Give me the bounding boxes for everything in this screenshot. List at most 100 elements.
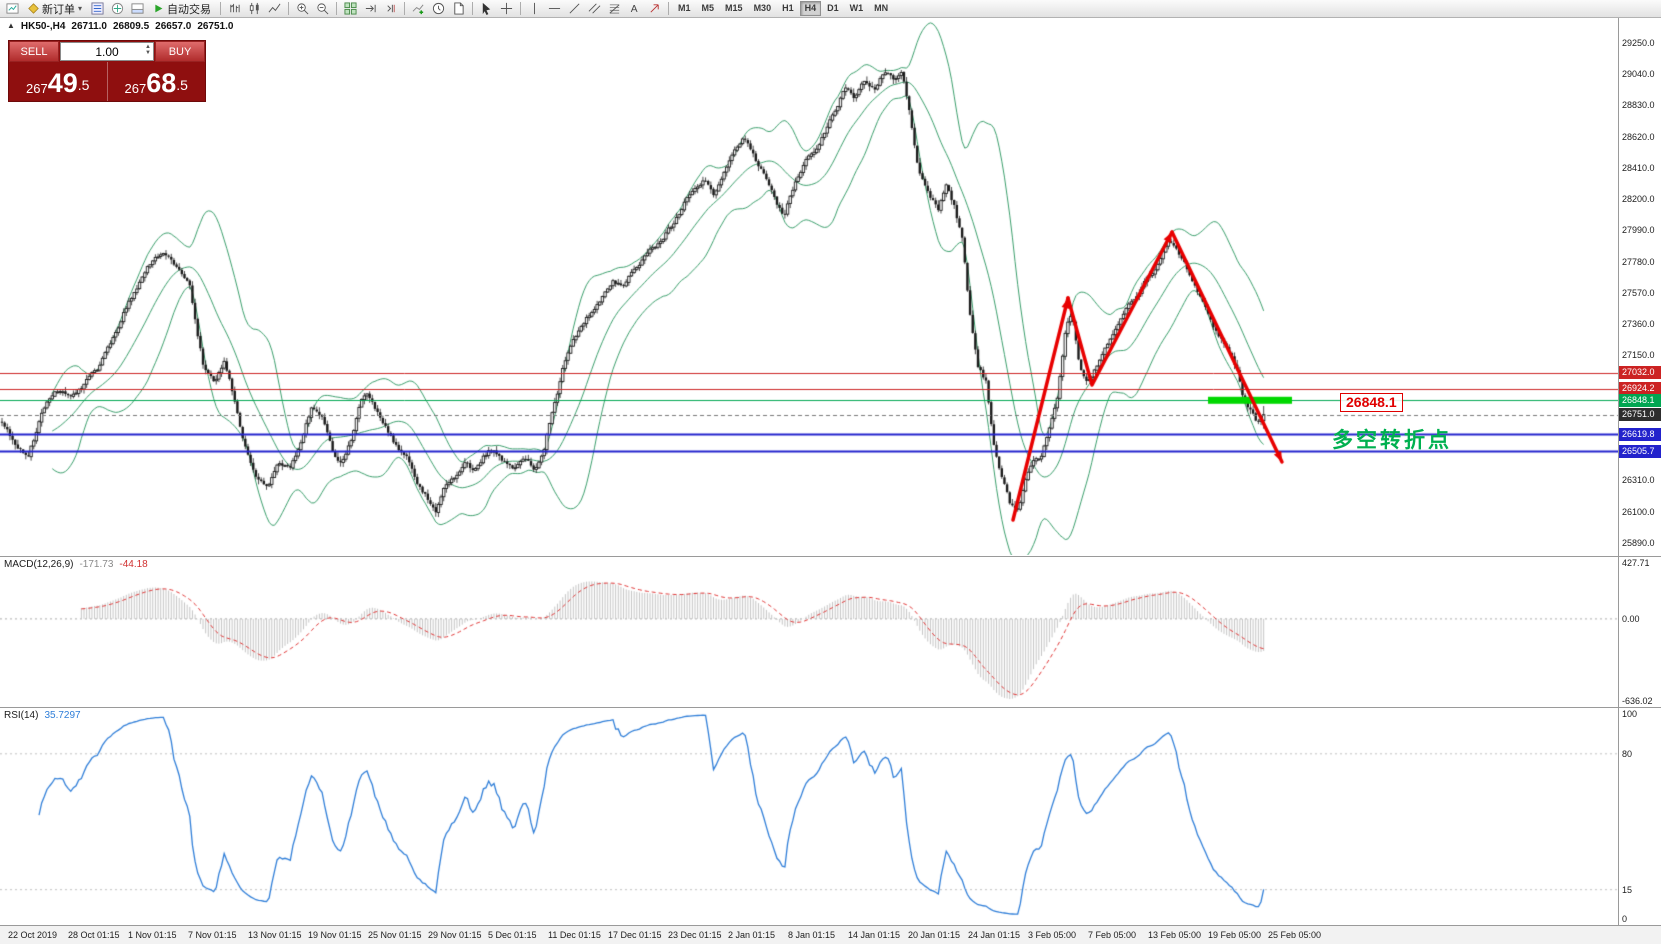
rsi-value: 35.7297 (44, 710, 81, 721)
rsi-axis-label: 100 (1622, 709, 1638, 719)
horizontal-line-icon[interactable] (545, 1, 564, 16)
timeframe-w1[interactable]: W1 (849, 3, 864, 13)
crosshair-icon[interactable] (497, 1, 516, 16)
indicators-icon[interactable] (409, 1, 428, 16)
price-divider (106, 62, 108, 101)
zoom-in-icon[interactable] (293, 1, 312, 16)
date-label: 13 Nov 01:15 (248, 930, 302, 940)
spinner-up-icon[interactable]: ▲ (145, 44, 151, 50)
pane-splitter (0, 925, 1661, 926)
volume-spinner[interactable]: ▲ ▼ (145, 44, 151, 56)
date-label: 13 Feb 05:00 (1148, 930, 1202, 940)
toolbar-separator (520, 2, 522, 15)
zoom-out-icon[interactable] (313, 1, 332, 16)
trendline-icon[interactable] (565, 1, 584, 16)
macd-canvas[interactable] (0, 557, 1618, 707)
timeframe-m5[interactable]: M5 (701, 3, 715, 13)
new-order-icon (28, 3, 39, 14)
date-label: 7 Feb 05:00 (1088, 930, 1137, 940)
date-label: 29 Nov 01:15 (428, 930, 482, 940)
macd-axis-label: -636.02 (1622, 696, 1653, 706)
fibonacci-icon[interactable] (605, 1, 624, 16)
price-tick: 28830.0 (1622, 100, 1655, 111)
buy-button[interactable]: BUY (155, 41, 205, 62)
date-label: 2 Jan 01:15 (728, 930, 776, 940)
date-label: 14 Jan 01:15 (848, 930, 901, 940)
sell-price[interactable]: 267 49.5 (26, 68, 90, 98)
ohlc-high: 26809.5 (113, 21, 150, 32)
price-line-label: 26924.2 (1619, 382, 1661, 396)
spinner-down-icon[interactable]: ▼ (145, 50, 151, 56)
auto-trading-play-icon (155, 4, 163, 13)
turning-point-label[interactable]: 多空转折点 (1332, 429, 1452, 452)
tile-windows-icon[interactable] (341, 1, 360, 16)
periods-icon[interactable] (429, 1, 448, 16)
price-line-label: 26848.1 (1619, 393, 1661, 407)
timeframe-mn[interactable]: MN (874, 3, 889, 13)
timeframe-m15[interactable]: M15 (725, 3, 743, 13)
chevron-down-icon: ▾ (78, 4, 83, 13)
templates-icon[interactable] (449, 1, 468, 16)
chart-shift-icon[interactable] (381, 1, 400, 16)
timeframe-h1[interactable]: H1 (782, 3, 794, 13)
terminal-icon[interactable] (128, 1, 147, 16)
ohlc-open: 26711.0 (71, 21, 107, 32)
toolbar-separator (472, 2, 474, 15)
equidistant-channel-icon[interactable] (585, 1, 604, 16)
candlestick-chart-icon[interactable] (245, 1, 264, 16)
date-label: 11 Dec 01:15 (548, 930, 601, 940)
date-label: 1 Nov 01:15 (128, 930, 177, 940)
main-chart-canvas[interactable] (0, 18, 1618, 555)
rsi-axis-label: 0 (1622, 914, 1628, 924)
rsi-name: RSI(14) (4, 710, 39, 721)
time-axis: 22 Oct 2019 28 Oct 01:15 1 Nov 01:15 7 Nov … (0, 926, 1661, 944)
vertical-line-icon[interactable] (525, 1, 544, 16)
price-tick: 25890.0 (1622, 537, 1655, 548)
sell-button[interactable]: SELL (9, 41, 59, 62)
new-chart-icon[interactable] (3, 1, 22, 16)
market-watch-icon[interactable] (88, 1, 107, 16)
new-order-button[interactable]: 新订单 ▾ (23, 1, 87, 16)
price-tick: 29040.0 (1622, 69, 1655, 80)
toolbar-separator (288, 2, 290, 15)
line-chart-icon[interactable] (265, 1, 284, 16)
price-tick: 26100.0 (1622, 506, 1655, 517)
pane-splitter[interactable] (0, 556, 1661, 557)
pane-splitter[interactable] (0, 707, 1661, 708)
arrows-icon[interactable] (645, 1, 664, 16)
ohlc-low: 26657.0 (155, 21, 192, 32)
timeframe-m1[interactable]: M1 (678, 3, 691, 13)
price-tick: 28410.0 (1622, 162, 1655, 173)
cursor-icon[interactable] (477, 1, 496, 16)
one-click-trading-panel: SELL 1.00 ▲ ▼ BUY 267 49.5 267 68.5 (8, 40, 206, 102)
timeframe-d1[interactable]: D1 (827, 3, 839, 13)
toolbar-separator (220, 2, 222, 15)
date-label: 5 Dec 01:15 (488, 930, 537, 940)
auto-trading-button[interactable]: 自动交易 (148, 1, 216, 16)
timeframe-m30[interactable]: M30 (753, 3, 772, 13)
price-tick: 27990.0 (1622, 225, 1655, 236)
price-tick: 27780.0 (1622, 256, 1655, 267)
price-tick: 27360.0 (1622, 319, 1655, 330)
price-annotation-label[interactable]: 26848.1 (1340, 393, 1403, 412)
auto-scroll-icon[interactable] (361, 1, 380, 16)
date-label: 25 Nov 01:15 (368, 930, 422, 940)
date-label: 28 Oct 01:15 (68, 930, 120, 940)
price-line-label: 27032.0 (1619, 366, 1661, 380)
price-tick: 27570.0 (1622, 287, 1655, 298)
date-label: 3 Feb 05:00 (1028, 930, 1077, 940)
price-axis: 29250.0 29040.0 28830.0 28620.0 28410.0 28200… (1618, 18, 1661, 925)
toolbar-separator (668, 2, 670, 15)
text-label-icon[interactable]: A (625, 1, 644, 16)
price-tick: 28200.0 (1622, 194, 1655, 205)
bar-chart-icon[interactable] (225, 1, 244, 16)
price-line-label: 26505.7 (1619, 444, 1661, 458)
new-order-label: 新订单 (42, 3, 75, 16)
buy-price[interactable]: 267 68.5 (124, 68, 188, 98)
volume-input[interactable]: 1.00 ▲ ▼ (60, 42, 154, 61)
symbol-marker-icon: ▲ (7, 21, 15, 30)
date-label: 25 Feb 05:00 (1268, 930, 1322, 940)
rsi-canvas[interactable] (0, 708, 1618, 925)
navigator-icon[interactable] (108, 1, 127, 16)
timeframe-h4[interactable]: H4 (799, 1, 822, 16)
